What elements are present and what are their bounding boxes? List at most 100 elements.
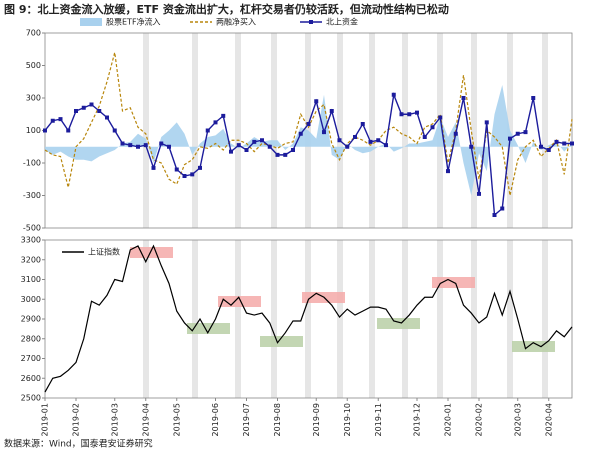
figure-title: 图 9：北上资金流入放缓，ETF 资金流出扩大，杠杆交易者仍较活跃，但流动性结构… — [4, 2, 449, 16]
point-marker — [446, 169, 450, 174]
point-marker — [438, 115, 443, 120]
point-marker — [360, 122, 365, 126]
point-marker — [376, 138, 381, 143]
y-tick-label: 2900 — [21, 315, 41, 324]
point-marker — [97, 109, 102, 113]
shade-band — [192, 240, 198, 398]
etf-area — [45, 85, 572, 196]
point-marker — [81, 105, 86, 110]
x-tick-label: 2019-04 — [141, 403, 150, 436]
point-marker — [205, 128, 210, 133]
y-tick-label: 2700 — [21, 354, 41, 363]
point-marker — [221, 113, 226, 118]
x-tick-label: 2020-01 — [444, 403, 453, 436]
y-tick-label: 2600 — [21, 374, 41, 383]
highlight-box — [218, 296, 261, 307]
shade-band — [305, 240, 311, 398]
point-marker — [407, 112, 412, 117]
point-marker — [523, 130, 528, 135]
legend-label: 北上资金 — [326, 17, 358, 27]
point-marker — [236, 143, 241, 148]
point-marker — [128, 143, 133, 148]
point-marker — [120, 141, 125, 146]
y-tick-label: 3100 — [21, 275, 41, 284]
point-marker — [570, 141, 574, 146]
legend-item: 上证指数 — [62, 247, 120, 257]
legend-item: 两融净买入 — [190, 17, 256, 27]
shade-band — [337, 33, 343, 228]
x-tick-label: 2019-12 — [413, 403, 422, 436]
y-tick-label: 2500 — [21, 394, 41, 403]
legend-marker — [309, 20, 313, 24]
y-tick-label: 2800 — [21, 334, 41, 343]
point-marker — [151, 165, 156, 170]
shade-band — [402, 33, 408, 228]
highlight-box — [130, 247, 173, 258]
point-marker — [515, 131, 520, 136]
legend-item: 北上资金 — [300, 17, 358, 27]
y-tick-label: 3300 — [21, 236, 41, 245]
shade-band — [542, 240, 548, 398]
y-tick-label: -500 — [23, 224, 41, 233]
point-marker — [136, 144, 140, 149]
legend-swatch — [80, 18, 102, 26]
shade-band — [235, 240, 241, 398]
point-marker — [112, 128, 117, 133]
shade-band — [471, 33, 477, 228]
highlight-box — [187, 323, 230, 334]
shade-band — [235, 33, 241, 228]
point-marker — [275, 152, 280, 157]
point-marker — [399, 112, 404, 117]
point-marker — [453, 131, 458, 136]
point-marker — [198, 165, 202, 170]
point-marker — [43, 128, 47, 133]
point-marker — [74, 109, 78, 113]
y-tick-label: -300 — [23, 191, 41, 200]
y-tick-label: 100 — [26, 126, 41, 135]
point-marker — [260, 138, 264, 143]
point-marker — [66, 128, 71, 133]
shade-band — [143, 240, 149, 398]
point-marker — [508, 136, 512, 141]
shade-band — [369, 240, 375, 398]
point-marker — [345, 144, 350, 149]
highlight-box — [260, 336, 303, 347]
point-marker — [283, 152, 288, 157]
x-tick-label: 2020-03 — [513, 403, 522, 436]
point-marker — [143, 143, 148, 148]
y-tick-label: 3000 — [21, 295, 41, 304]
point-marker — [461, 96, 466, 100]
shade-band — [507, 240, 513, 398]
legend-label: 两融净买入 — [216, 17, 256, 27]
series-line — [44, 244, 573, 393]
point-marker — [298, 131, 303, 136]
shade-band — [271, 33, 277, 228]
source-note: 数据来源：Wind，国泰君安证券研究 — [4, 438, 153, 450]
x-tick-label: 2019-10 — [343, 403, 352, 436]
highlight-box — [377, 318, 420, 329]
shade-band — [437, 240, 443, 398]
x-tick-label: 2019-09 — [312, 403, 321, 436]
point-marker — [291, 148, 295, 152]
legend-item: 股票ETF净流入 — [80, 17, 161, 27]
legend-label: 股票ETF净流入 — [106, 17, 161, 27]
x-tick-label: 2019-03 — [110, 403, 119, 436]
x-tick-label: 2019-05 — [172, 403, 181, 436]
point-marker — [477, 191, 481, 196]
y-tick-label: 500 — [26, 61, 41, 70]
x-tick-label: 2019-11 — [374, 403, 383, 436]
shade-band — [369, 33, 375, 228]
point-marker — [546, 148, 551, 152]
point-marker — [182, 174, 187, 178]
shade-band — [471, 240, 477, 398]
point-marker — [368, 139, 373, 144]
x-tick-label: 2020-04 — [544, 403, 553, 436]
y-tick-label: 3200 — [21, 255, 41, 264]
point-marker — [430, 125, 435, 130]
point-marker — [174, 167, 179, 172]
point-marker — [384, 143, 388, 148]
shade-band — [271, 240, 277, 398]
point-marker — [539, 144, 543, 149]
point-marker — [252, 139, 257, 144]
